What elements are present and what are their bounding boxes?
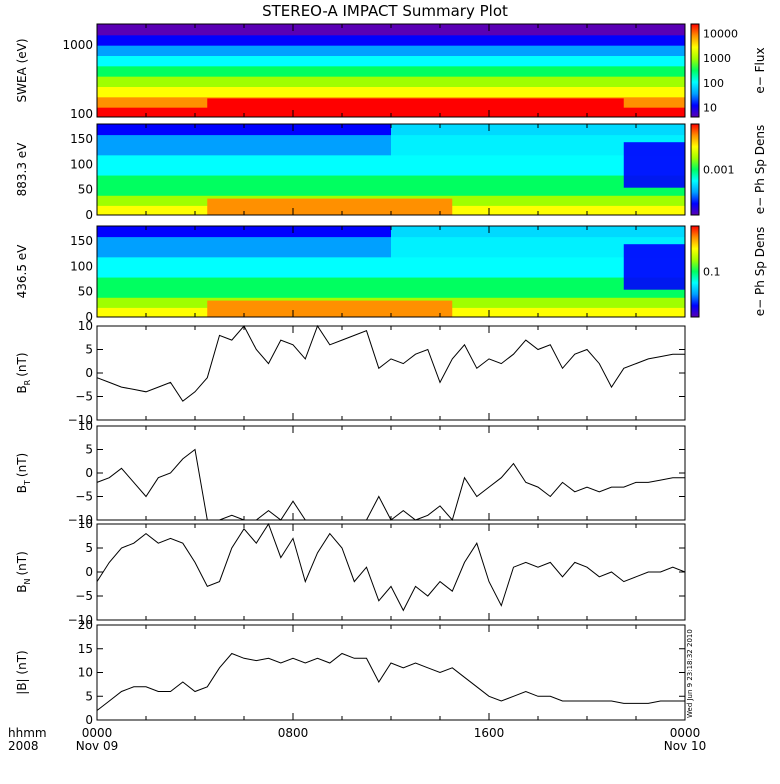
spectrogram-band xyxy=(97,34,685,46)
ylabel: |B| (nT) xyxy=(15,650,29,694)
spectrogram-enhance xyxy=(207,300,453,317)
ytick-label: 5 xyxy=(85,343,93,357)
colorbar xyxy=(690,225,700,318)
ytick-label: −5 xyxy=(75,589,93,603)
ytick-label: 0 xyxy=(85,713,93,727)
spectrogram-band xyxy=(97,55,685,67)
colorbar-tick-label: 100 xyxy=(703,77,724,90)
spectrogram-band xyxy=(97,65,685,77)
colorbar-label: e− Ph Sp Dens xyxy=(753,125,767,214)
colorbar xyxy=(690,123,700,216)
colorbar xyxy=(690,23,700,118)
plot-timestamp: Wed Jun 9 23:18:32 2010 xyxy=(686,629,694,718)
ytick-label: 10 xyxy=(78,419,93,433)
spectrogram-band xyxy=(97,44,685,56)
ytick-label: 20 xyxy=(78,618,93,632)
panel-frame xyxy=(96,425,686,521)
corner-year: 2008 xyxy=(8,739,39,753)
spectrogram-band xyxy=(97,276,685,288)
ytick-label: 0 xyxy=(85,310,93,324)
spectrogram xyxy=(97,226,685,317)
ylabel: BN(nT) xyxy=(15,551,32,593)
panel-4: BR(nT) 10 5 0 −5 −10 xyxy=(15,319,686,427)
spectrogram-band xyxy=(97,286,685,298)
xtick-label: 0000 xyxy=(82,726,113,740)
ytick-label: −10 xyxy=(68,613,93,627)
spectrogram-depleted xyxy=(623,244,685,290)
spectrogram xyxy=(97,124,685,215)
series-line xyxy=(96,522,686,612)
colorbar-tick-label: 0.001 xyxy=(703,164,735,177)
spectrogram-enhance xyxy=(207,198,453,215)
series-line xyxy=(96,652,685,711)
colorbar-tick-label: 1000 xyxy=(703,52,731,65)
ytick-label: 150 xyxy=(70,234,93,248)
spectrogram-enhance xyxy=(207,98,624,117)
colorbar-tick-label: 0.1 xyxy=(703,266,721,279)
ytick-label: 5 xyxy=(85,443,93,457)
colorbar-tick-label: 10000 xyxy=(703,27,738,40)
corner-hhmm: hhmm xyxy=(8,726,47,740)
ytick-label: −5 xyxy=(75,490,93,504)
ytick-label: −5 xyxy=(75,390,93,404)
ytick-label: −10 xyxy=(68,413,93,427)
colorbar-tick-label: 10 xyxy=(703,102,717,115)
ylabel: 436.5 eV xyxy=(15,244,29,299)
ylabel: BT(nT) xyxy=(15,453,32,493)
ytick-label: 0 xyxy=(85,466,93,480)
panel-2: 883.3 eV 150 100 50 0 0.001 e− Ph Sp Dens xyxy=(15,123,767,222)
colorbar-label: e− Flux xyxy=(753,47,767,93)
ytick-label: 50 xyxy=(78,285,93,299)
spectrogram-band xyxy=(97,24,685,36)
ytick-label: 5 xyxy=(85,541,93,555)
ylabel: 883.3 eV xyxy=(15,142,29,197)
spectrogram-depleted xyxy=(623,142,685,188)
panel-frame xyxy=(96,325,686,421)
spectrogram-band xyxy=(97,174,685,186)
ytick-label: 150 xyxy=(70,132,93,146)
plot-title: STEREO-A IMPACT Summary Plot xyxy=(262,2,508,20)
ytick-label: 0 xyxy=(85,565,93,579)
ytick-label: 50 xyxy=(78,183,93,197)
ytick-label: 10 xyxy=(78,517,93,531)
ytick-label: 100 xyxy=(70,107,93,121)
spectrogram-band xyxy=(97,86,685,98)
spectrogram xyxy=(97,24,685,117)
panel-1: SWEA (eV) 1000 100 10000 1000 100 10 e− Flux xyxy=(15,23,767,121)
ytick-label: 10 xyxy=(78,666,93,680)
colorbar-label: e− Ph Sp Dens xyxy=(753,227,767,316)
spectrogram-band xyxy=(97,75,685,87)
ytick-label: 15 xyxy=(78,642,93,656)
ytick-label: 0 xyxy=(85,208,93,222)
panel-6: BN(nT) 10 5 0 −5 −10 xyxy=(15,517,686,627)
ytick-label: 100 xyxy=(70,157,93,171)
series-line xyxy=(96,324,685,402)
ytick-label: −10 xyxy=(68,513,93,527)
xtick-date: Nov 09 xyxy=(76,739,119,753)
ytick-label: 5 xyxy=(85,689,93,703)
ylabel: SWEA (eV) xyxy=(15,38,29,102)
panel-7: |B| (nT) 20 15 10 5 0 xyxy=(15,618,686,727)
xtick-label: 0800 xyxy=(278,726,309,740)
xtick-label: 1600 xyxy=(474,726,505,740)
xtick-date: Nov 10 xyxy=(664,739,707,753)
spectrogram-band xyxy=(97,184,685,196)
series-line xyxy=(96,448,685,522)
panel-3: 436.5 eV 150 100 50 0 0.1 e− Ph Sp Dens xyxy=(15,225,767,324)
ytick-label: 100 xyxy=(70,259,93,273)
panel-frame xyxy=(96,523,686,621)
xtick-label: 0000 xyxy=(670,726,701,740)
panel-5: BT(nT) 10 5 0 −5 −10 xyxy=(15,419,686,527)
ytick-label: 10 xyxy=(78,319,93,333)
ytick-label: 0 xyxy=(85,366,93,380)
panel-frame xyxy=(96,624,686,721)
ylabel: BR(nT) xyxy=(15,352,32,393)
ytick-label: 1000 xyxy=(62,38,93,52)
